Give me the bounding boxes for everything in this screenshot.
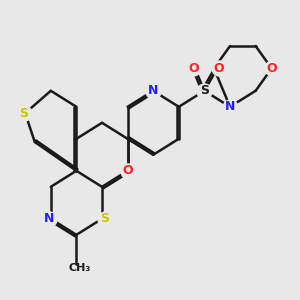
Text: N: N — [148, 84, 158, 97]
Text: S: S — [200, 84, 209, 97]
Text: O: O — [122, 164, 133, 177]
Text: N: N — [44, 212, 54, 225]
Text: O: O — [266, 62, 277, 75]
Text: O: O — [214, 62, 224, 75]
Text: S: S — [100, 212, 109, 225]
Text: CH₃: CH₃ — [68, 263, 91, 273]
Text: S: S — [19, 107, 28, 120]
Text: O: O — [188, 62, 199, 75]
Text: N: N — [225, 100, 235, 113]
